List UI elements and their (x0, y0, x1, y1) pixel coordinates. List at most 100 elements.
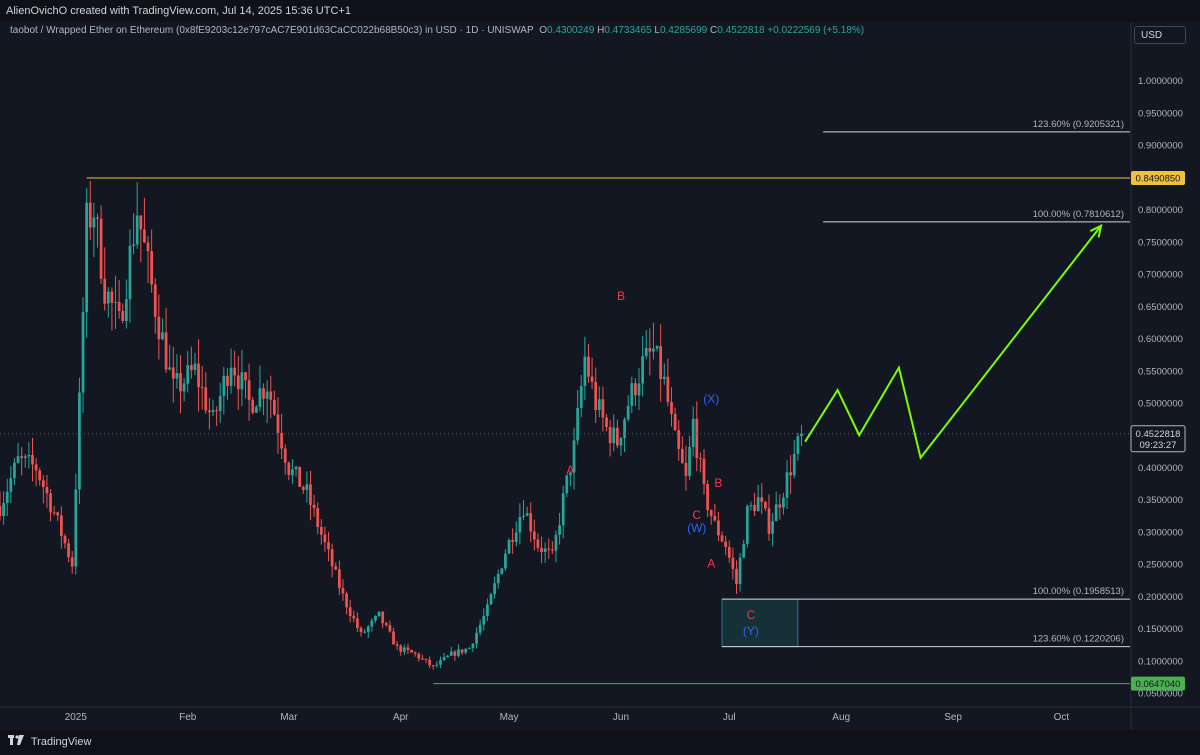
candle-body (699, 457, 702, 459)
candle-body (536, 539, 540, 548)
candle-body (402, 647, 406, 652)
candle-body (67, 543, 70, 558)
candle-body (475, 632, 478, 644)
ohlc-close: 0.4522818 (717, 25, 765, 36)
candle-body (659, 346, 663, 380)
candle-body (309, 484, 312, 505)
candle-body (753, 505, 756, 512)
candle-body (597, 399, 601, 411)
candle-body (9, 478, 13, 492)
candle-body (186, 365, 190, 384)
candle-body (569, 472, 572, 476)
candle-body (13, 462, 16, 479)
candle-body (579, 386, 583, 408)
candle-body (96, 217, 99, 219)
wave-label: A (566, 463, 574, 477)
candle-body (648, 347, 652, 352)
candle-body (348, 607, 352, 616)
candle-body (785, 472, 789, 498)
candle-body (161, 332, 164, 340)
candle-body (60, 515, 63, 536)
candle-body (778, 504, 782, 508)
candle-body (139, 215, 143, 230)
candle-body (280, 432, 283, 449)
candle-body (5, 491, 9, 504)
candle-body (323, 534, 327, 543)
candle-body (283, 448, 287, 463)
y-tick-label: 0.5000000 (1138, 399, 1183, 410)
currency-button[interactable]: USD (1134, 26, 1186, 44)
candle-body (558, 525, 561, 535)
candle-body (254, 406, 258, 413)
candle-body (760, 497, 764, 502)
candle-body (374, 616, 377, 621)
wave-label: C (747, 608, 756, 622)
fib-level-label: 123.60% (0.9205321) (1033, 119, 1124, 130)
candle-body (453, 651, 457, 656)
wave-label: (W) (687, 521, 706, 535)
candle-body (327, 542, 330, 550)
candle-body (359, 627, 363, 633)
candle-body (56, 512, 60, 516)
candle-body (680, 448, 684, 464)
candle-body (550, 549, 554, 551)
candle-body (626, 405, 630, 420)
candle-body (110, 291, 114, 303)
candle-body (500, 568, 504, 574)
candle-body (644, 347, 648, 357)
candle-body (99, 218, 103, 279)
candle-body (467, 648, 471, 650)
wave-label: (Y) (743, 624, 759, 638)
candle-body (319, 526, 323, 535)
candle-body (273, 399, 276, 415)
candle-body (724, 541, 728, 547)
candle-body (128, 245, 132, 300)
candle-body (756, 497, 760, 512)
candle-body (630, 383, 634, 406)
candle-body (117, 301, 121, 311)
candle-body (294, 466, 298, 470)
candle-body (247, 380, 251, 401)
y-tick-label: 0.0500000 (1138, 689, 1183, 700)
candle-body (410, 650, 413, 653)
candle-body (143, 229, 146, 243)
candle-body (384, 623, 388, 626)
candle-body (153, 284, 157, 317)
candle-body (464, 648, 468, 653)
candle-body (652, 348, 655, 352)
x-tick-label: Mar (280, 712, 298, 723)
candle-body (695, 418, 699, 458)
candle-body (615, 427, 619, 446)
wave-label: A (707, 556, 715, 570)
candle-body (706, 484, 709, 511)
target-zone-box (721, 598, 799, 648)
y-tick-label: 0.6500000 (1138, 302, 1183, 313)
candle-body (334, 566, 338, 570)
candle-body (132, 244, 135, 246)
candle-body (572, 440, 576, 473)
candle-body (774, 504, 778, 522)
ohlc-open: 0.4300249 (547, 25, 595, 36)
candle-body (103, 278, 107, 304)
candle-body (377, 611, 381, 617)
candle-body (38, 470, 42, 481)
candle-body (236, 375, 240, 390)
wave-label: B (714, 476, 722, 490)
candle-body (164, 332, 168, 370)
candle-body (193, 363, 197, 371)
fib-level-label: 123.60% (0.1220206) (1033, 634, 1124, 645)
candle-body (189, 365, 193, 371)
candle-body (655, 346, 659, 349)
candle-body (666, 376, 670, 403)
footer-brand: TradingView (30, 736, 92, 748)
y-tick-label: 0.9000000 (1138, 141, 1183, 152)
candle-body (504, 553, 507, 569)
candle-body (301, 486, 305, 490)
candle-body (78, 392, 81, 490)
candle-body (561, 493, 565, 526)
candle-body (341, 588, 345, 594)
level-price-tag-low (1131, 676, 1185, 691)
candle-body (70, 557, 74, 567)
candle-body (514, 532, 518, 542)
